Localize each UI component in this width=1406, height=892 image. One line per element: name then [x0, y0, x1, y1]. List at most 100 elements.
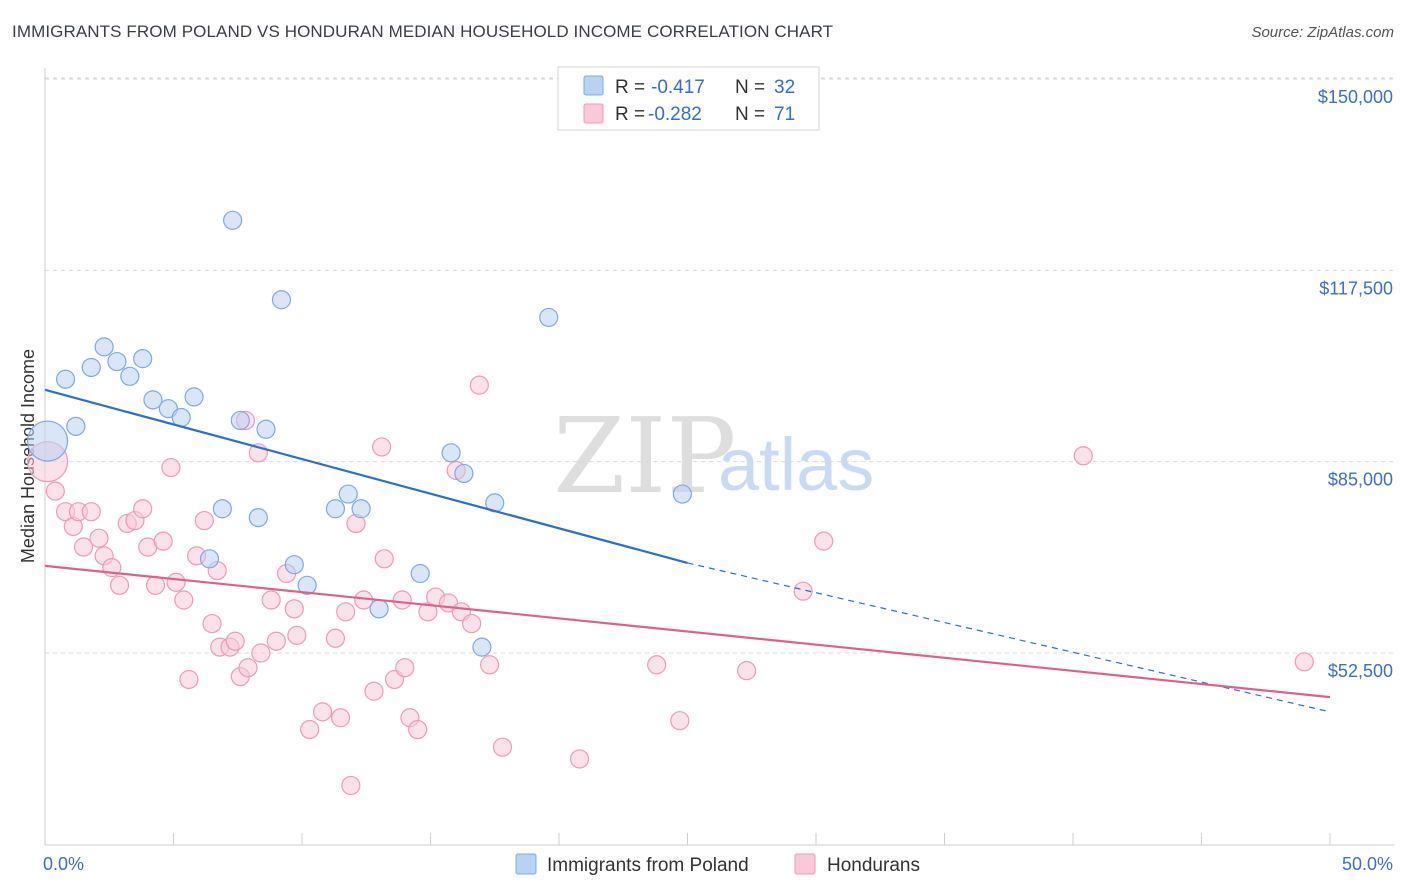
poland-point-20	[297, 575, 317, 595]
hondurans-point-7	[89, 528, 109, 548]
hondurans-point-53	[408, 719, 428, 740]
legend-n-value-hondurans: 71	[774, 104, 795, 125]
series-swatch-poland	[515, 853, 537, 875]
hondurans-point-10	[109, 575, 130, 595]
hondurans-point-69	[1073, 446, 1093, 466]
hondurans-point-62	[492, 737, 513, 757]
hondurans-point-43	[341, 775, 361, 796]
y-tick-label-3: $150,000	[1318, 87, 1393, 107]
watermark-zip: ZIP	[553, 395, 736, 517]
poland-point-14	[223, 210, 243, 230]
x-tick-label-0: 0.0%	[43, 854, 84, 874]
hondurans-point-51	[395, 658, 415, 678]
x-tick-labels: 0.0% 50.0%	[43, 854, 1393, 874]
poland-point-3	[81, 357, 101, 378]
hondurans-point-34	[266, 631, 286, 651]
poland-point-7	[133, 349, 153, 369]
chart-title: IMMIGRANTS FROM POLAND VS HONDURAN MEDIA…	[12, 22, 834, 41]
hondurans-point-39	[312, 702, 333, 722]
hondurans-point-48	[374, 549, 394, 569]
poland-point-27	[454, 463, 474, 484]
poland-point-18	[271, 290, 292, 310]
series-legend: Immigrants from Poland Hondurans	[515, 853, 920, 876]
hondurans-point-22	[194, 510, 214, 531]
poland-point-13	[212, 499, 232, 519]
poland-point-2	[66, 416, 86, 436]
watermark-atlas: atlas	[718, 423, 874, 506]
hondurans-point-19	[174, 590, 194, 610]
poland-point-26	[441, 443, 461, 463]
hondurans-point-27	[225, 631, 245, 651]
poland-point-28	[472, 637, 492, 657]
hondurans-point-1	[45, 481, 65, 501]
poland-point-15	[230, 410, 250, 431]
gridlines	[45, 77, 1395, 654]
legend-r-value-hondurans: -0.282	[648, 104, 702, 125]
hondurans-point-47	[372, 437, 392, 457]
stats-legend: R = -0.417 N = 32 R = -0.282 N = 71	[557, 66, 820, 131]
legend-swatch-poland	[583, 75, 604, 96]
poland-point-24	[369, 599, 389, 619]
y-tick-label-0: $52,500	[1328, 661, 1393, 681]
legend-n-value-poland: 32	[774, 77, 795, 98]
poland-point-23	[351, 499, 371, 519]
hondurans-point-65	[670, 711, 690, 731]
poland-point-16	[248, 507, 268, 528]
hondurans-point-13	[133, 499, 153, 519]
poland-point-0	[26, 420, 69, 462]
source-credit: Source: ZipAtlas.com	[1251, 24, 1394, 41]
legend-r-label-poland: R =	[615, 77, 645, 98]
hondurans-point-70	[1294, 652, 1314, 672]
hondurans-point-40	[325, 628, 346, 648]
poland-point-21	[325, 499, 346, 519]
legend-n-label-hondurans: N =	[735, 104, 765, 125]
poland-trend-extension	[687, 562, 1331, 713]
legend-swatch-hondurans	[583, 103, 604, 124]
legend-n-label-poland: N =	[735, 77, 765, 98]
poland-point-22	[338, 484, 358, 504]
y-tick-labels: $52,500 $85,000 $117,500 $150,000	[1318, 87, 1393, 681]
poland-point-1	[55, 369, 76, 389]
legend-r-value-poland: -0.417	[651, 77, 705, 98]
y-tick-label-2: $117,500	[1319, 278, 1393, 298]
legend-r-label-hondurans: R =	[615, 104, 645, 125]
hondurans-point-17	[161, 457, 181, 478]
hondurans-point-32	[251, 643, 271, 663]
poland-point-6	[120, 366, 140, 386]
series-swatch-hondurans	[794, 853, 816, 875]
poland-point-31	[672, 484, 692, 504]
hondurans-point-18	[166, 572, 186, 592]
hondurans-point-36	[284, 599, 304, 619]
poland-point-11	[184, 387, 204, 407]
hondurans-point-30	[238, 658, 258, 678]
series-label-poland: Immigrants from Poland	[547, 855, 749, 876]
series-label-hondurans: Hondurans	[827, 855, 920, 876]
hondurans-point-42	[336, 602, 356, 622]
hondurans-point-50	[392, 590, 412, 610]
hondurans-point-63	[569, 749, 590, 769]
hondurans-point-46	[364, 681, 384, 701]
hondurans-point-15	[145, 575, 166, 595]
poland-point-12	[199, 549, 220, 569]
hondurans-point-68	[814, 531, 834, 551]
hondurans-point-23	[202, 613, 222, 634]
hondurans-point-41	[330, 708, 351, 728]
hondurans-point-5	[73, 537, 94, 557]
hondurans-point-61	[480, 655, 500, 675]
trend-lines	[44, 388, 1331, 713]
poland-point-19	[284, 555, 304, 575]
hondurans-point-6	[81, 502, 101, 522]
hondurans-point-59	[462, 613, 482, 634]
poland-point-30	[539, 307, 559, 328]
hondurans-point-33	[261, 590, 281, 610]
poland-point-8	[143, 390, 163, 410]
hondurans-point-38	[300, 719, 320, 740]
poland-trend-line	[44, 388, 688, 564]
x-tick-label-1: 50.0%	[1342, 854, 1393, 874]
poland-point-4	[94, 337, 114, 357]
hondurans-point-37	[287, 625, 307, 645]
hondurans-point-67	[793, 581, 813, 601]
scatter-points	[26, 210, 1314, 796]
poland-point-5	[107, 351, 127, 372]
